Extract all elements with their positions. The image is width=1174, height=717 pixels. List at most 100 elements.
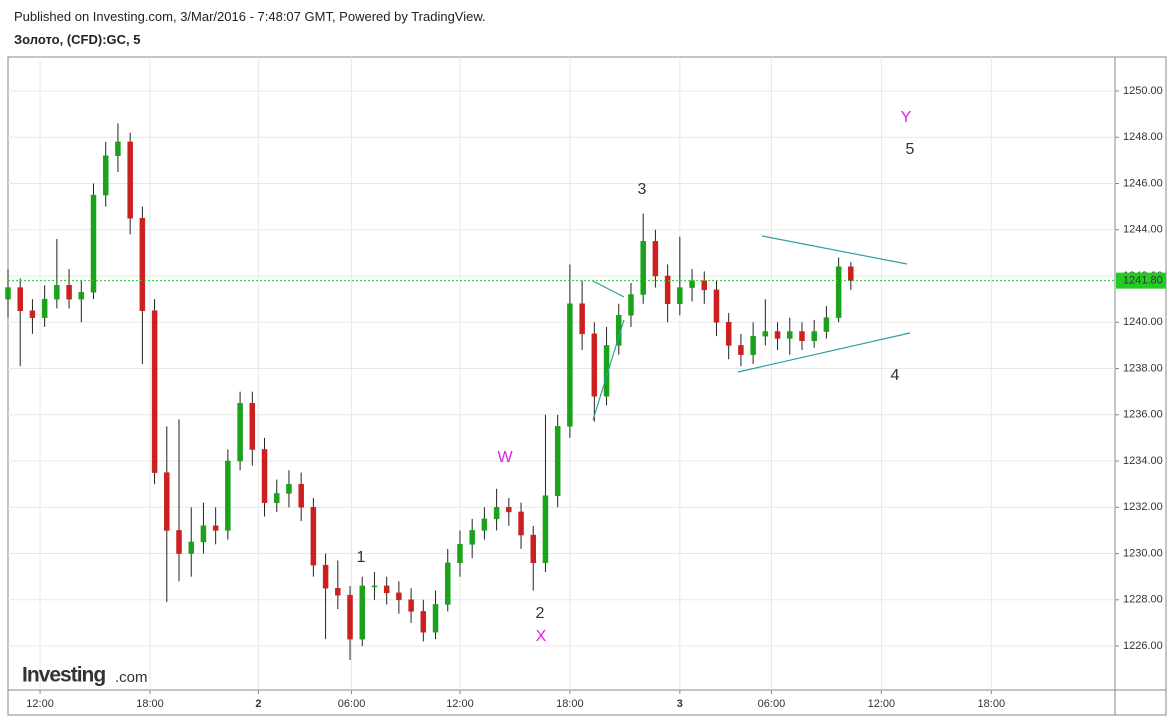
x-tick-label: 12:00 xyxy=(446,698,474,710)
x-tick-label: 3 xyxy=(677,698,683,710)
candle-body xyxy=(212,525,219,531)
y-tick-label: 1232.00 xyxy=(1123,501,1163,513)
candle-body xyxy=(41,298,48,318)
candle-body xyxy=(383,585,390,594)
candle-body xyxy=(298,483,304,508)
candle-body xyxy=(481,518,488,531)
candle-body xyxy=(322,564,329,589)
candle-body xyxy=(725,322,732,346)
last-price-label: 1241.80 xyxy=(1123,275,1163,287)
candle-body xyxy=(408,599,414,612)
y-tick-label: 1226.00 xyxy=(1123,640,1163,652)
wave-label: X xyxy=(536,628,547,645)
candle-body xyxy=(261,449,268,503)
trendline xyxy=(592,280,625,298)
candle-body xyxy=(457,544,463,564)
candle-body xyxy=(628,294,634,316)
candle-body xyxy=(689,280,695,288)
candle-body xyxy=(90,194,97,293)
y-tick-label: 1238.00 xyxy=(1123,362,1163,374)
candle-body xyxy=(29,310,36,318)
candle-body xyxy=(444,562,451,605)
y-tick-label: 1230.00 xyxy=(1123,547,1163,559)
candle-body xyxy=(799,331,805,342)
wave-label: 1 xyxy=(357,549,366,566)
candle-body xyxy=(359,585,365,640)
candle-body xyxy=(273,493,280,503)
x-tick-label: 06:00 xyxy=(338,698,366,710)
candle-body xyxy=(469,530,475,545)
candle-body xyxy=(176,530,182,554)
candle-body xyxy=(835,266,842,318)
candle-body xyxy=(713,289,720,323)
trendline xyxy=(737,332,911,373)
wave-label: 2 xyxy=(536,605,545,622)
candle-body xyxy=(164,472,170,531)
candle-body xyxy=(652,241,659,277)
logo-suffix: .com xyxy=(115,669,148,686)
candle-body xyxy=(200,525,207,543)
candle-body xyxy=(54,285,60,300)
candle-body xyxy=(591,333,598,397)
candle-body xyxy=(102,155,109,196)
x-tick-label: 18:00 xyxy=(136,698,164,710)
candle-body xyxy=(286,483,292,494)
candle-body xyxy=(701,280,708,291)
x-tick-label: 12:00 xyxy=(26,698,54,710)
candle-body xyxy=(127,141,133,219)
y-tick-label: 1246.00 xyxy=(1123,177,1163,189)
candle-body xyxy=(554,426,561,496)
candle-body xyxy=(774,331,781,339)
x-tick-label: 18:00 xyxy=(978,698,1006,710)
candle-body xyxy=(738,345,744,355)
y-tick-label: 1240.00 xyxy=(1123,316,1163,328)
candle-body xyxy=(139,217,146,311)
trendline xyxy=(761,235,908,265)
frame xyxy=(7,56,1167,716)
candle-body xyxy=(78,291,85,300)
x-tick-label: 06:00 xyxy=(758,698,786,710)
published-line: Published on Investing.com, 3/Mar/2016 -… xyxy=(14,9,486,24)
candle-body xyxy=(823,317,830,332)
wave-label: 5 xyxy=(906,141,915,158)
y-tick-label: 1236.00 xyxy=(1123,409,1163,421)
candle-body xyxy=(762,331,769,337)
wave-label: 3 xyxy=(638,181,647,198)
x-tick-label: 2 xyxy=(255,698,261,710)
candle-body xyxy=(542,495,549,564)
candle-body xyxy=(249,402,256,450)
y-tick-label: 1234.00 xyxy=(1123,455,1163,467)
candle-body xyxy=(420,611,427,633)
y-tick-label: 1250.00 xyxy=(1123,85,1163,97)
candle-body xyxy=(530,534,537,564)
logo: Investing xyxy=(22,664,105,687)
trendlines xyxy=(592,235,911,421)
candle-body xyxy=(640,241,646,295)
candle-body xyxy=(310,507,317,566)
wave-label: Y xyxy=(901,109,912,126)
candle-body xyxy=(567,303,573,427)
candle-body xyxy=(603,345,610,397)
candle-body xyxy=(66,285,72,300)
wave-label: W xyxy=(497,449,513,466)
last-price-box xyxy=(1116,272,1166,289)
candle-body xyxy=(750,335,756,355)
wave-label: 4 xyxy=(891,367,900,384)
candle-body xyxy=(371,585,378,588)
y-tick-label: 1228.00 xyxy=(1123,594,1163,606)
candle-body xyxy=(115,141,121,157)
y-tick-label: 1248.00 xyxy=(1123,131,1163,143)
candle-body xyxy=(347,594,353,640)
candle-body xyxy=(506,507,512,513)
candle-body xyxy=(151,310,158,473)
candle-body xyxy=(237,402,243,462)
candle-body xyxy=(787,331,793,339)
candle-body xyxy=(518,511,524,536)
x-tick-label: 12:00 xyxy=(868,698,896,710)
y-tick-label: 1244.00 xyxy=(1123,224,1163,236)
candle-body xyxy=(225,460,231,531)
candle-body xyxy=(677,287,683,305)
candle-body xyxy=(5,287,11,300)
candle-body xyxy=(335,587,341,596)
symbol-title: Золото, (CFD):GC, 5 xyxy=(14,32,141,47)
